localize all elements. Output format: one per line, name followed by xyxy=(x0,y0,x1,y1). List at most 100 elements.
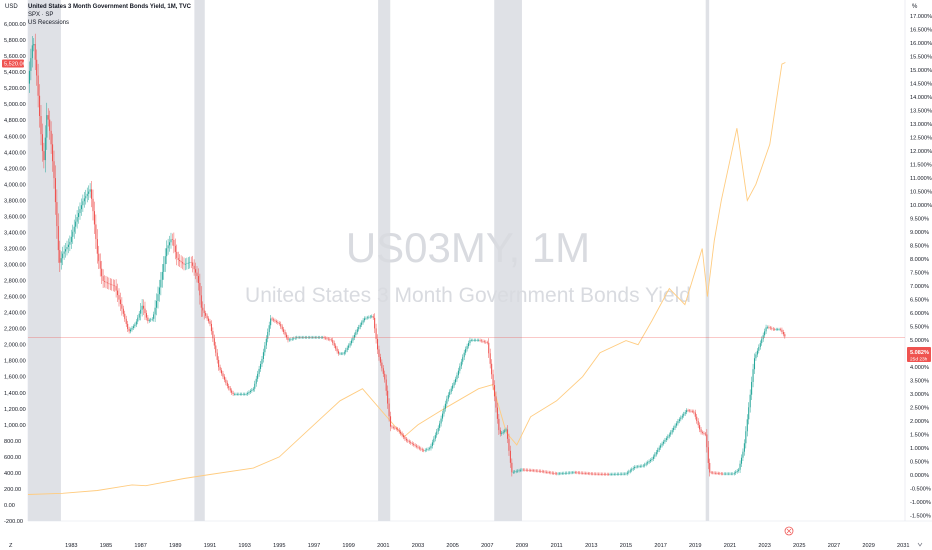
left-tick-label-12: 2,200.00 xyxy=(4,327,26,333)
yield-candle xyxy=(772,328,774,330)
x-tick-label-15: 2013 xyxy=(585,543,597,549)
yield-candle xyxy=(615,474,617,475)
x-tick-label-14: 2011 xyxy=(551,543,563,549)
yield-candle xyxy=(213,338,215,346)
yield-candle xyxy=(493,385,496,397)
yield-candle xyxy=(56,202,58,227)
yield-candle xyxy=(687,410,689,411)
yield-candle xyxy=(467,343,470,347)
yield-candle xyxy=(140,309,142,314)
left-tick-label-16: 3,000.00 xyxy=(4,263,26,269)
yield-candle xyxy=(210,323,212,332)
yield-candle xyxy=(678,419,680,422)
yield-candle xyxy=(590,473,592,475)
yield-candle xyxy=(700,429,702,433)
yield-candle xyxy=(732,473,734,475)
right-tick-label-21: 9.000% xyxy=(910,230,929,236)
yield-candle xyxy=(738,469,740,471)
yield-candle xyxy=(62,253,64,259)
yield-candle xyxy=(36,59,38,76)
reset-view-icon-glyph xyxy=(786,528,792,534)
yield-candle xyxy=(701,432,704,433)
x-tick-label-0: 1983 xyxy=(65,543,77,549)
yield-candle xyxy=(736,470,738,472)
watermark-symbol: US03MY, 1M xyxy=(346,224,590,271)
yield-candle xyxy=(405,438,407,441)
yield-candle xyxy=(654,454,656,457)
left-tick-label-18: 3,400.00 xyxy=(4,230,26,236)
yield-candle xyxy=(444,403,446,409)
yield-candle xyxy=(264,345,266,353)
yield-candle xyxy=(716,473,718,474)
yield-candle xyxy=(752,369,754,382)
right-tick-label-29: 13.000% xyxy=(910,122,932,128)
yield-candle xyxy=(270,318,272,326)
yield-candle xyxy=(288,339,290,341)
yield-candle xyxy=(755,354,757,359)
yield-candle xyxy=(527,470,529,471)
yield-candle xyxy=(625,473,627,475)
yield-candle xyxy=(589,473,591,475)
yield-candle xyxy=(316,337,318,338)
yield-candle xyxy=(101,268,103,277)
yield-candle xyxy=(651,458,653,461)
left-tick-label-25: 4,800.00 xyxy=(4,118,26,124)
yield-candle xyxy=(593,473,595,475)
yield-candle xyxy=(358,327,360,330)
x-tick-label-1: 1985 xyxy=(100,543,112,549)
left-tick-label-22: 4,200.00 xyxy=(4,166,26,172)
yield-candle xyxy=(694,412,696,417)
right-tick-label-31: 14.000% xyxy=(910,95,932,101)
yield-candle xyxy=(641,465,643,467)
yield-candle xyxy=(488,342,490,354)
yield-candle xyxy=(512,471,514,473)
yield-candle xyxy=(483,341,485,343)
yield-candle xyxy=(476,340,478,341)
legend-recessions[interactable]: US Recessions xyxy=(28,20,70,26)
reset-view-icon[interactable] xyxy=(784,526,794,536)
yield-candle xyxy=(714,472,717,474)
recession-bands xyxy=(28,0,710,521)
corner-settings-icon[interactable]: Z xyxy=(9,543,13,549)
right-tick-label-36: 16.500% xyxy=(910,28,932,34)
yield-candle xyxy=(673,427,675,431)
yield-candle xyxy=(623,473,626,475)
legend-spx[interactable]: SPX · SP xyxy=(28,12,54,18)
yield-candle xyxy=(631,469,633,471)
yield-candle xyxy=(684,412,686,414)
legend-title[interactable]: United States 3 Month Government Bonds Y… xyxy=(28,4,192,10)
yield-candle xyxy=(102,276,104,281)
left-tick-label-23: 4,400.00 xyxy=(4,150,26,156)
yield-candle xyxy=(743,443,745,452)
right-tick-label-27: 12.000% xyxy=(910,149,932,155)
yield-candle xyxy=(348,345,350,348)
right-tick-label-3: 0.000% xyxy=(910,473,929,479)
x-tick-label-23: 2029 xyxy=(862,543,874,549)
yield-candle xyxy=(751,381,753,395)
yield-candle xyxy=(423,450,425,451)
right-tick-label-7: 2.000% xyxy=(910,419,929,425)
left-tick-label-7: 1,200.00 xyxy=(4,407,26,413)
yield-candle xyxy=(733,473,735,474)
yield-candle xyxy=(697,420,699,426)
yield-candle xyxy=(257,373,259,379)
yield-candle xyxy=(479,340,481,341)
axis-settings-icon[interactable] xyxy=(917,542,923,547)
yield-candle xyxy=(720,473,722,475)
yield-candle xyxy=(310,337,312,338)
yield-candle xyxy=(556,473,558,475)
yield-candle xyxy=(781,329,783,332)
yield-candle xyxy=(410,442,412,444)
x-tick-label-22: 2027 xyxy=(828,543,840,549)
right-tick-label-5: 1.000% xyxy=(910,446,929,452)
yield-candle xyxy=(456,375,458,380)
yield-candle xyxy=(121,304,123,309)
yield-candle xyxy=(311,337,314,338)
yield-candle xyxy=(281,326,283,330)
yield-candle xyxy=(553,473,555,474)
yield-candle xyxy=(284,332,286,335)
yield-candle xyxy=(727,473,730,475)
yield-candle xyxy=(454,379,457,383)
yield-candle xyxy=(465,349,467,353)
right-tick-label-37: 17.000% xyxy=(910,14,932,20)
